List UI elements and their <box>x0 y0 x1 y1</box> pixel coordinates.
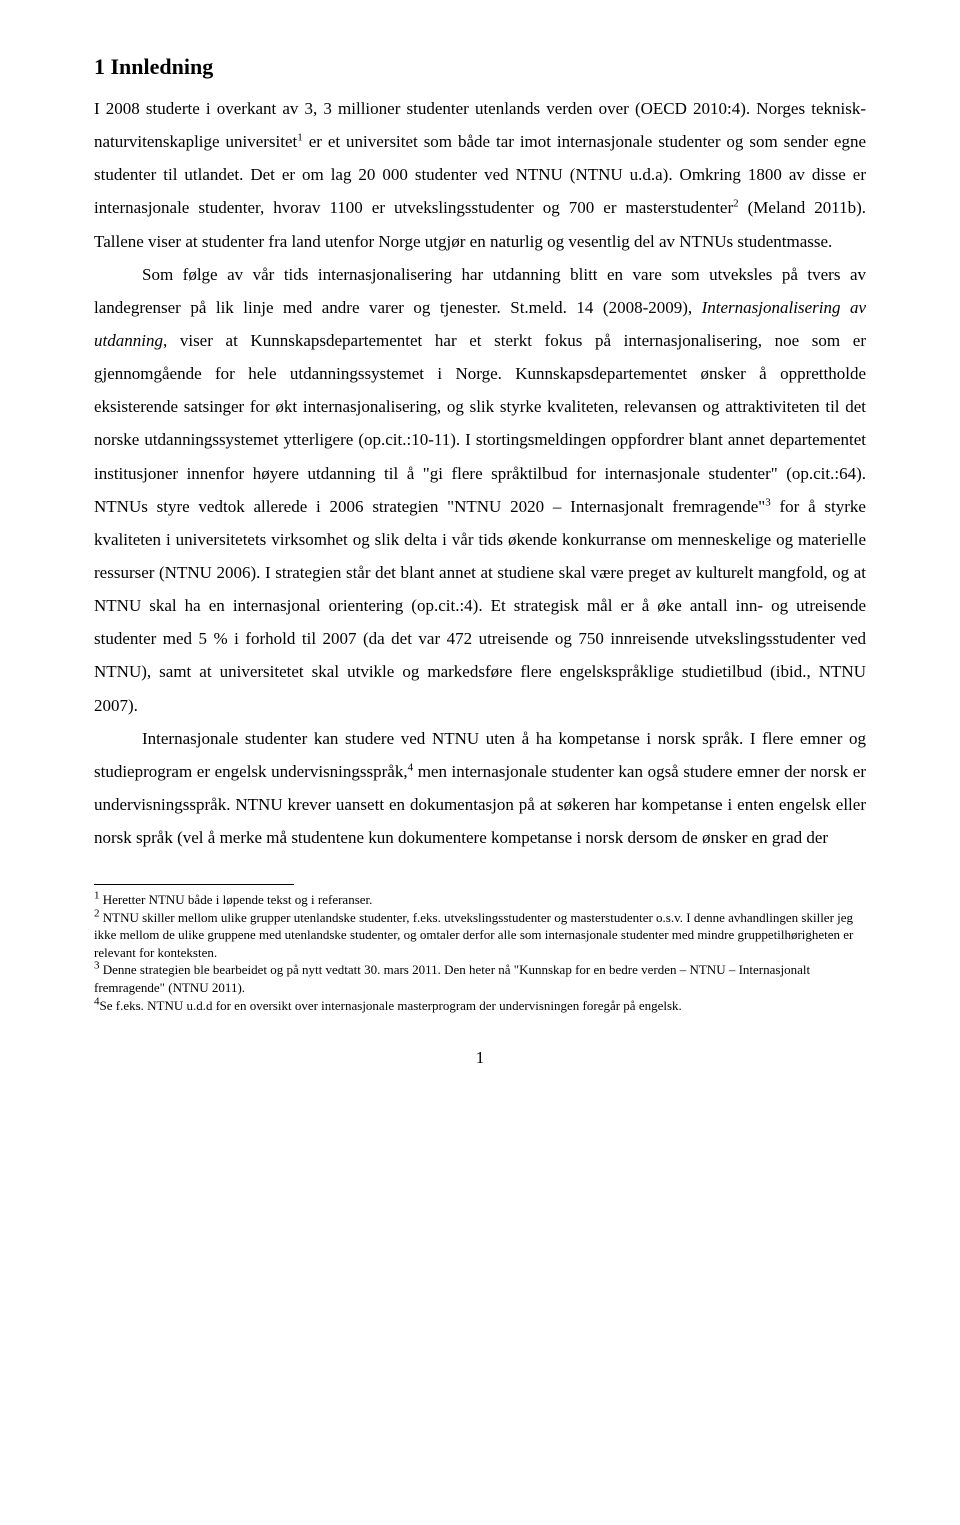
footnote-4-text: Se f.eks. NTNU u.d.d for en oversikt ove… <box>100 998 682 1013</box>
paragraph-1: I 2008 studerte i overkant av 3, 3 milli… <box>94 92 866 258</box>
paragraph-3: Internasjonale studenter kan studere ved… <box>94 722 866 855</box>
footnote-3-text: Denne strategien ble bearbeidet og på ny… <box>94 962 810 995</box>
document-page: 1 Innledning I 2008 studerte i overkant … <box>0 0 960 1108</box>
footnote-1-text: Heretter NTNU både i løpende tekst og i … <box>100 892 373 907</box>
footnote-separator <box>94 884 294 885</box>
paragraph-2: Som følge av vår tids internasjonaliseri… <box>94 258 866 722</box>
page-number: 1 <box>94 1048 866 1068</box>
paragraph-2-text-c: for å styrke kvaliteten i universitetets… <box>94 497 866 715</box>
footnote-4: 4Se f.eks. NTNU u.d.d for en oversikt ov… <box>94 997 866 1015</box>
footnote-2: 2 NTNU skiller mellom ulike grupper uten… <box>94 909 866 962</box>
paragraph-2-text-b: , viser at Kunnskapsdepartementet har et… <box>94 331 866 516</box>
footnote-1: 1 Heretter NTNU både i løpende tekst og … <box>94 891 866 909</box>
footnote-2-text: NTNU skiller mellom ulike grupper utenla… <box>94 910 853 960</box>
footnote-3: 3 Denne strategien ble bearbeidet og på … <box>94 961 866 996</box>
page-title: 1 Innledning <box>94 54 866 80</box>
